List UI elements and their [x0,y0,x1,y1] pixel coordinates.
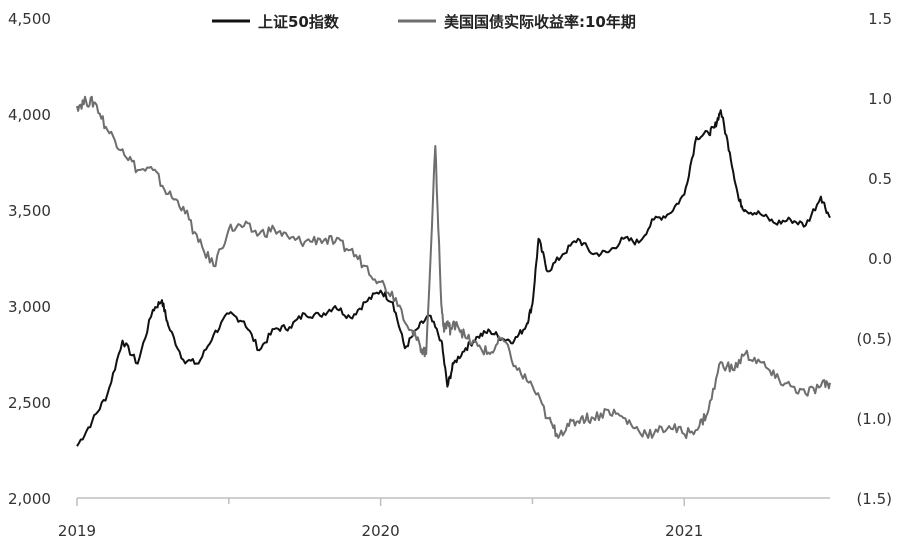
y-left-tick-label: 2,500 [8,394,51,412]
y-right-tick-label: 0.0 [868,250,892,268]
x-tick-label: 2019 [58,522,96,540]
y-left-axis-ticks: 2,000 2,500 3,000 3,500 4,000 4,500 [8,10,51,508]
legend-label-series-1: 上证50指数 [258,13,340,31]
y-right-tick-label: 1.5 [868,10,892,28]
y-right-tick-label: 0.5 [868,170,892,188]
series-layer [76,95,831,447]
y-left-tick-label: 3,000 [8,298,51,316]
series-line-1 [76,109,831,447]
x-tick-label: 2021 [665,522,703,540]
y-right-tick-label: (1.5) [856,490,892,508]
x-axis-ticks: 2019 2020 2021 [58,498,703,540]
y-right-tick-label: 1.0 [868,90,892,108]
y-left-tick-label: 2,000 [8,490,51,508]
series-line-2 [76,95,831,440]
x-tick-label: 2020 [362,522,400,540]
legend-label-series-2: 美国国债实际收益率:10年期 [444,13,636,31]
y-right-tick-label: (0.5) [856,330,892,348]
y-right-tick-label: (1.0) [856,410,892,428]
legend: 上证50指数 美国国债实际收益率:10年期 [212,13,636,31]
y-left-tick-label: 4,000 [8,106,51,124]
y-right-axis-ticks: (1.5) (1.0) (0.5) 0.0 0.5 1.0 1.5 [856,10,892,508]
y-left-tick-label: 4,500 [8,10,51,28]
y-left-tick-label: 3,500 [8,202,51,220]
